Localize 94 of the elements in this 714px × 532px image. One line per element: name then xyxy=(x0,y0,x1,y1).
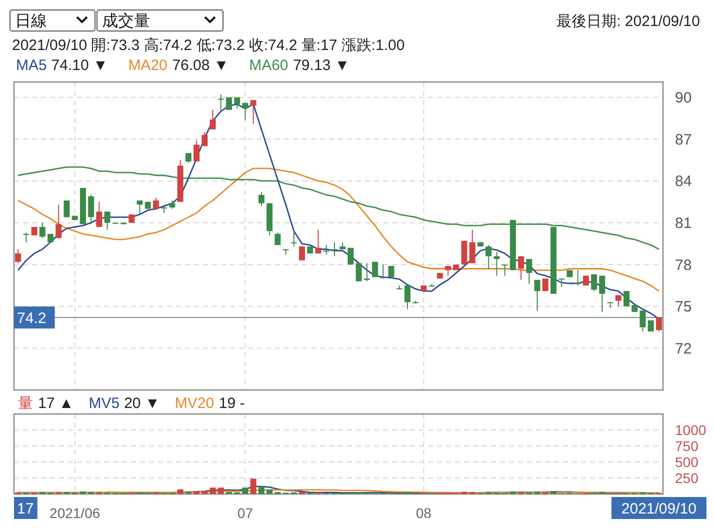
candlestick xyxy=(274,232,281,246)
candlestick xyxy=(104,211,110,230)
candlestick xyxy=(242,102,248,120)
candlestick xyxy=(542,278,548,292)
text: 量 xyxy=(18,395,33,412)
candlestick xyxy=(623,290,630,307)
text: 最後日期: 2021/09/10 xyxy=(556,13,700,30)
x-tick-label: 08 xyxy=(416,505,432,521)
y-tick-label: 75 xyxy=(675,298,692,316)
text: MV20 xyxy=(174,395,214,412)
y-tick-label: 81 xyxy=(675,215,692,232)
y-tick-label: 250 xyxy=(675,470,699,486)
x-tick-label: 2021/09/10 xyxy=(621,500,696,518)
candlestick xyxy=(656,317,662,332)
candlestick xyxy=(298,246,305,261)
candlestick xyxy=(136,200,143,215)
bar xyxy=(218,488,224,494)
bar xyxy=(177,489,184,494)
candlestick xyxy=(258,192,264,207)
bar xyxy=(266,490,273,494)
text: MA5 xyxy=(16,57,47,74)
candlestick xyxy=(210,109,216,130)
candlestick xyxy=(323,244,330,256)
ref-line-label: 74.2 xyxy=(17,310,46,327)
candlestick xyxy=(591,274,598,292)
bar xyxy=(210,488,216,494)
candlestick xyxy=(23,232,30,243)
candlestick xyxy=(226,96,232,110)
candlestick xyxy=(39,222,46,239)
text: MV5 xyxy=(88,395,120,412)
y-tick-label: 78 xyxy=(675,256,692,274)
candlestick xyxy=(574,270,581,286)
candlestick xyxy=(202,132,208,147)
text: 2021/09/10 開:73.3 高:74.2 低:73.2 收:74.2 量:17 漲跌:1.00 xyxy=(12,37,405,54)
bar xyxy=(550,491,556,494)
y-tick-label: 87 xyxy=(675,131,692,148)
candlestick xyxy=(380,264,386,280)
y-tick-label: 500 xyxy=(675,454,699,470)
text: 日線 xyxy=(15,13,47,30)
line-series xyxy=(17,168,660,292)
candlestick xyxy=(250,100,256,124)
text: 19 - xyxy=(218,395,245,412)
text: 79.13 ▼ xyxy=(293,57,350,74)
y-tick-label: 90 xyxy=(675,90,692,107)
candlestick xyxy=(161,204,168,214)
text: 成交量 xyxy=(102,12,150,30)
bar xyxy=(202,491,208,494)
candlestick xyxy=(494,252,500,276)
candlestick xyxy=(469,229,476,264)
bar xyxy=(242,488,248,494)
candlestick xyxy=(185,152,192,164)
candlestick xyxy=(486,244,492,270)
y-tick-label: 72 xyxy=(675,340,692,358)
bar xyxy=(194,491,200,494)
candlestick xyxy=(290,232,297,247)
text: MA20 xyxy=(128,57,168,74)
y-tick-label: 750 xyxy=(675,438,699,454)
candlestick xyxy=(356,262,362,282)
candlestick xyxy=(218,94,224,110)
candlestick xyxy=(15,248,22,264)
candlestick xyxy=(518,256,524,280)
candlestick xyxy=(599,275,606,312)
candlestick xyxy=(282,248,289,256)
candlestick xyxy=(364,262,370,282)
text: 20 ▼ xyxy=(124,395,160,412)
bar xyxy=(258,486,264,494)
candlestick xyxy=(607,302,614,308)
candlestick xyxy=(640,310,646,332)
text: 74.10 ▼ xyxy=(51,57,108,74)
candlestick xyxy=(526,258,532,285)
text: 17 ▲ xyxy=(38,395,74,412)
candlestick xyxy=(96,201,102,228)
y-tick-label: 1000 xyxy=(675,422,706,438)
text: MA60 xyxy=(249,57,288,74)
text: 76.08 ▼ xyxy=(172,57,229,74)
candlestick xyxy=(194,140,200,162)
candlestick xyxy=(615,294,622,307)
candlestick xyxy=(404,284,410,310)
candlestick xyxy=(56,204,62,239)
bar xyxy=(510,491,516,494)
candlestick xyxy=(502,264,508,276)
bar xyxy=(250,478,256,494)
y-tick-label: 84 xyxy=(675,173,692,190)
x-tick-label: 07 xyxy=(237,505,254,521)
candlestick xyxy=(88,194,94,225)
text: 17 xyxy=(17,500,34,518)
candlestick xyxy=(558,278,565,288)
candlestick xyxy=(331,242,338,257)
candlestick xyxy=(315,229,322,254)
candlestick xyxy=(152,197,159,210)
bar xyxy=(80,491,86,494)
candlestick xyxy=(534,279,540,312)
candlestick xyxy=(582,275,589,286)
x-tick-label: 2021/06 xyxy=(50,505,100,521)
